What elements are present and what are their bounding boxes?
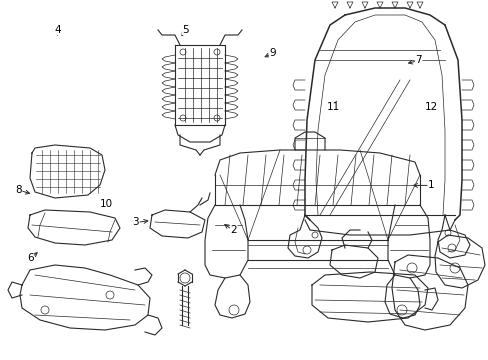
Text: 5: 5 bbox=[182, 24, 189, 35]
Polygon shape bbox=[437, 215, 469, 258]
Polygon shape bbox=[391, 255, 467, 330]
Polygon shape bbox=[28, 210, 120, 245]
Polygon shape bbox=[150, 210, 204, 238]
Polygon shape bbox=[20, 265, 150, 330]
Polygon shape bbox=[215, 150, 419, 175]
Polygon shape bbox=[287, 215, 321, 258]
Text: 4: 4 bbox=[54, 24, 61, 35]
Text: 2: 2 bbox=[230, 225, 237, 235]
Polygon shape bbox=[215, 275, 249, 318]
Text: 6: 6 bbox=[27, 253, 34, 264]
Polygon shape bbox=[175, 45, 224, 125]
Polygon shape bbox=[30, 145, 105, 198]
Polygon shape bbox=[311, 272, 427, 322]
Text: 11: 11 bbox=[326, 102, 340, 112]
Polygon shape bbox=[329, 245, 377, 278]
Text: 10: 10 bbox=[100, 199, 113, 210]
Polygon shape bbox=[434, 235, 484, 288]
Polygon shape bbox=[204, 205, 247, 278]
Text: 3: 3 bbox=[132, 217, 139, 228]
Text: 1: 1 bbox=[427, 180, 434, 190]
Polygon shape bbox=[384, 275, 419, 318]
Text: 9: 9 bbox=[269, 48, 276, 58]
Text: 7: 7 bbox=[414, 55, 421, 66]
Text: 8: 8 bbox=[15, 185, 22, 195]
Text: 12: 12 bbox=[424, 102, 437, 112]
Polygon shape bbox=[387, 205, 429, 278]
